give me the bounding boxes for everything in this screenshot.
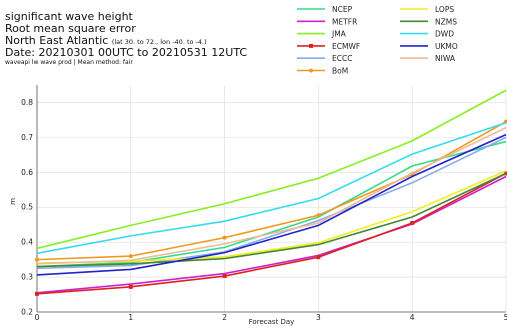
series-point-bom [316,213,321,218]
x-tick-label: 4 [410,313,415,322]
y-tick-label: 0.6 [21,168,33,177]
series-line-lops [36,170,507,264]
series-line-dwd [36,121,507,255]
y-tick-label: 0.2 [21,308,33,317]
chart-subtitle-date: Date: 20210301 00UTC to 20210531 12UTC [5,46,248,59]
x-tick-label: 3 [316,313,321,322]
x-tick-label: 5 [504,313,507,322]
x-axis-label: Forecast Day [249,318,295,326]
legend-label-lops: LOPS [435,5,454,14]
legend-label-metfr: METFR [332,17,357,26]
legend-label-jma: JMA [331,30,347,39]
series-line-jma [36,89,507,250]
series-point-bom [128,254,133,259]
y-tick-label: 0.8 [21,98,33,107]
legend-label-eccc: ECCC [332,54,352,63]
region-name: North East Atlantic [5,34,109,47]
series-line-metfr [36,175,507,294]
series-line-ncep [36,140,507,268]
y-tick-label: 0.4 [21,238,33,247]
y-tick-label: 0.5 [21,203,33,212]
series-point-ecmwf [128,284,133,289]
x-tick-label: 1 [128,313,133,322]
legend-label-dwd: DWD [435,30,454,39]
chart-title: significant wave height [5,10,133,23]
series-line-niwa [36,126,507,265]
region-bounds: (lat 30. to 72., lon -40. to -4.) [111,38,207,46]
series-point-ecmwf [35,291,39,296]
chart-subtitle-region: North East Atlantic (lat 30. to 72., lon… [5,35,247,47]
chart-subtitle-method: waveapi lw wave prod | Mean method: fair [5,59,133,66]
series-point-ecmwf [316,255,321,260]
legend-label-ncep: NCEP [332,5,353,14]
series-line-ukmo [36,133,507,276]
series-point-ecmwf [410,220,415,225]
legend-label-bom: BoM [332,67,348,76]
series-point-bom [222,235,227,240]
series-point-ecmwf [222,274,227,279]
legend-label-ukmo: UKMO [435,42,458,51]
x-tick-label: 2 [222,313,227,322]
series-line-nzms [36,172,507,268]
y-tick-label: 0.3 [21,273,33,282]
legend-label-ecmwf: ECMWF [332,42,360,51]
series-line-ecmwf [36,172,507,295]
legend-label-nzms: NZMS [435,17,457,26]
chart-header: significant wave height Root mean square… [5,11,247,66]
series-line-eccc [36,136,507,270]
legend-marker-ecmwf [309,43,313,48]
series-point-bom [35,257,39,262]
y-axis-label: m [9,198,17,205]
y-tick-label: 0.7 [21,133,33,142]
legend-label-niwa: NIWA [435,54,456,63]
x-tick-label: 0 [35,313,40,322]
legend-marker-bom [309,68,313,73]
chart-subtitle-metric: Root mean square error [5,22,136,35]
